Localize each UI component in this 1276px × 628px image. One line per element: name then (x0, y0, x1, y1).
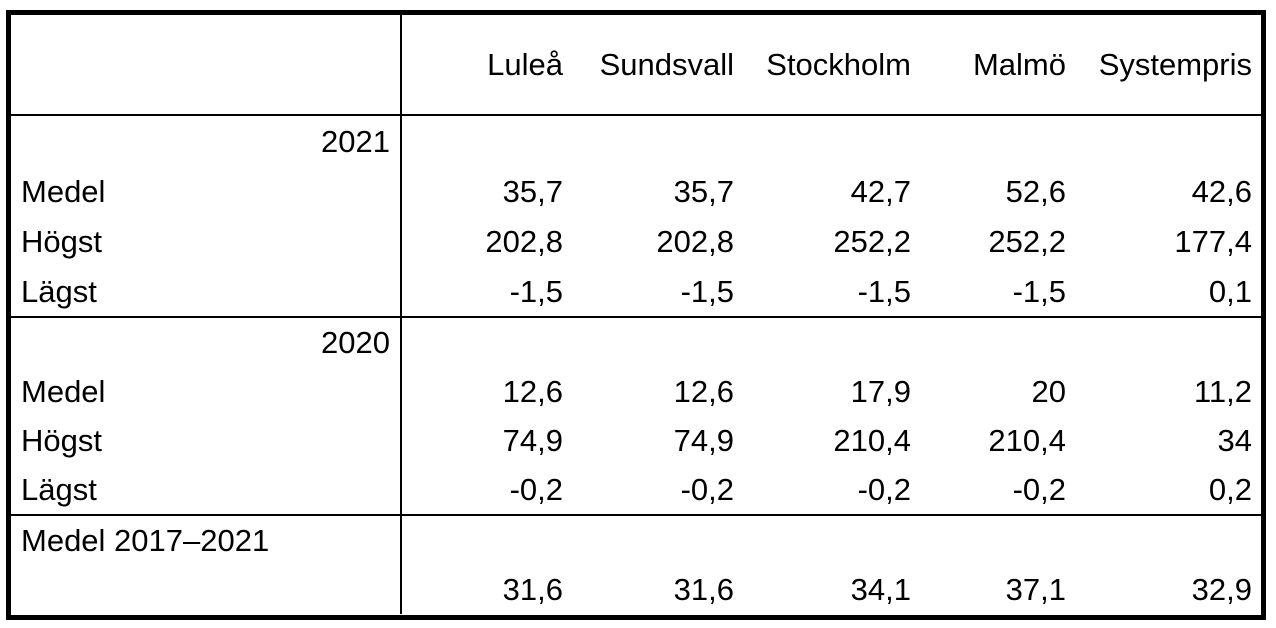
data-cell: 12,6 (502, 374, 563, 409)
data-cell: 252,2 (833, 223, 911, 259)
data-cell: 32,9 (1191, 572, 1252, 607)
data-cell: 31,6 (673, 572, 734, 607)
data-cell: 177,4 (1174, 223, 1252, 259)
table-row: Medel 12,6 12,6 17,9 20 11,2 (11, 367, 1261, 416)
footer-label: Medel 2017–2021 (11, 516, 402, 565)
price-table: Luleå Sundsvall Stockholm Malmö Systempr… (6, 10, 1266, 620)
table-row: Högst 74,9 74,9 210,4 210,4 34 (11, 416, 1261, 465)
data-cell: 42,6 (1191, 173, 1252, 209)
data-cell: 210,4 (833, 423, 911, 458)
footer-label-row: Medel 2017–2021 (11, 516, 1261, 565)
column-header-malmo: Malmö (972, 47, 1066, 82)
data-cell: 35,7 (502, 173, 563, 209)
row-label: Högst (11, 416, 402, 465)
data-cell: 202,8 (485, 223, 563, 259)
row-label: Högst (11, 216, 402, 266)
data-cell: -0,2 (857, 472, 911, 507)
table-header-row: Luleå Sundsvall Stockholm Malmö Systempr… (11, 15, 1261, 114)
data-cell: 37,1 (1005, 572, 1066, 607)
table-row: Medel 35,7 35,7 42,7 52,6 42,6 (11, 166, 1261, 216)
data-cell: 11,2 (1193, 374, 1252, 409)
data-cell: 74,9 (673, 423, 734, 458)
column-header-lulea: Luleå (487, 47, 563, 82)
data-cell: 0,2 (1208, 472, 1252, 507)
data-cell: 210,4 (988, 423, 1066, 458)
year-row: 2021 (11, 116, 1261, 166)
data-cell: 31,6 (502, 572, 563, 607)
footer-values-row: 31,6 31,6 34,1 37,1 32,9 (11, 565, 1261, 614)
data-cell: 34,1 (850, 572, 911, 607)
row-label: Lägst (11, 465, 402, 514)
data-cell: -0,2 (1012, 472, 1066, 507)
row-label: Lägst (11, 266, 402, 316)
data-cell: -0,2 (509, 472, 563, 507)
data-cell: 252,2 (988, 223, 1066, 259)
data-cell: 20 (1031, 374, 1066, 409)
data-cell: -1,5 (509, 273, 563, 309)
column-header-stockholm: Stockholm (766, 47, 911, 82)
data-cell: 34 (1217, 423, 1252, 458)
corner-cell (11, 15, 402, 114)
year-label: 2020 (11, 318, 402, 367)
data-cell: 0,1 (1208, 273, 1252, 309)
table-row: Lägst -1,5 -1,5 -1,5 -1,5 0,1 (11, 266, 1261, 316)
data-cell: 42,7 (850, 173, 911, 209)
data-cell: -1,5 (680, 273, 734, 309)
data-cell: 52,6 (1005, 173, 1066, 209)
data-cell: 35,7 (673, 173, 734, 209)
data-cell: 17,9 (850, 374, 911, 409)
section-medel-2017-2021: Medel 2017–2021 31,6 31,6 34,1 37,1 32,9 (11, 514, 1261, 614)
data-cell: 74,9 (502, 423, 563, 458)
data-cell: -1,5 (1012, 273, 1066, 309)
data-cell: 202,8 (656, 223, 734, 259)
section-2020: 2020 Medel 12,6 12,6 17,9 20 11,2 Högst … (11, 316, 1261, 514)
year-row: 2020 (11, 318, 1261, 367)
column-header-sundsvall: Sundsvall (599, 47, 734, 82)
table-row: Lägst -0,2 -0,2 -0,2 -0,2 0,2 (11, 465, 1261, 514)
year-label: 2021 (11, 116, 402, 166)
row-label: Medel (11, 166, 402, 216)
data-cell: 12,6 (673, 374, 734, 409)
table-row: Högst 202,8 202,8 252,2 252,2 177,4 (11, 216, 1261, 266)
data-cell: -0,2 (680, 472, 734, 507)
data-cell: -1,5 (857, 273, 911, 309)
column-header-systempris: Systempris (1098, 47, 1252, 82)
row-label: Medel (11, 367, 402, 416)
section-2021: 2021 Medel 35,7 35,7 42,7 52,6 42,6 Högs… (11, 114, 1261, 316)
